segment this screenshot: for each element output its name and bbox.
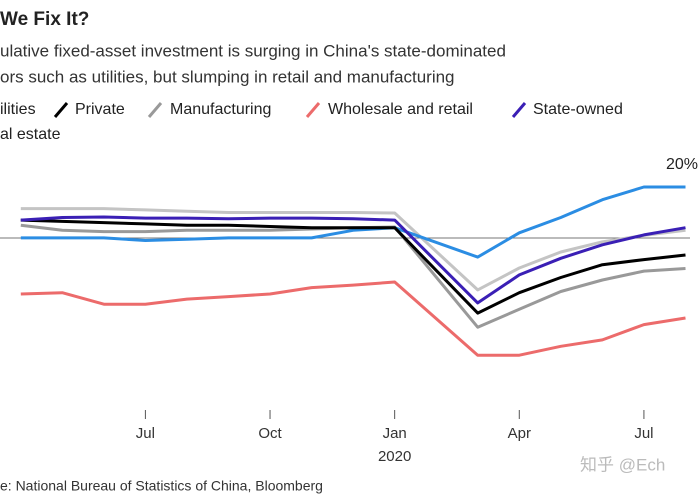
legend-label: State-owned xyxy=(533,101,623,118)
legend-label: al estate xyxy=(0,126,61,143)
legend-marker xyxy=(147,102,163,118)
series-line xyxy=(20,280,686,357)
source: e: National Bureau of Statistics of Chin… xyxy=(0,478,323,494)
series-line xyxy=(20,218,686,315)
subtitle: ulative fixed-asset investment is surgin… xyxy=(0,41,506,60)
watermark: 知乎 @Ech xyxy=(580,455,665,474)
subtitle: ors such as utilities, but slumping in r… xyxy=(0,67,455,86)
x-tick-label: Jul xyxy=(634,425,653,442)
x-tick-label: Oct xyxy=(258,425,282,442)
legend-marker xyxy=(511,102,527,118)
legend-label: Wholesale and retail xyxy=(328,101,473,118)
legend-marker xyxy=(53,102,69,118)
legend-label: ilities xyxy=(0,101,36,118)
chart-title: We Fix It? xyxy=(0,9,89,30)
series-line xyxy=(20,185,686,259)
x-tick-label: Apr xyxy=(508,425,531,442)
annotation: 20% xyxy=(666,156,698,173)
series-line xyxy=(20,223,686,329)
x-tick-label: Jul xyxy=(136,425,155,442)
series-line xyxy=(20,207,686,292)
legend-marker xyxy=(305,102,321,118)
year-label: 2020 xyxy=(378,448,411,465)
series-line xyxy=(20,215,686,305)
legend-label: Manufacturing xyxy=(170,101,271,118)
legend-label: Private xyxy=(75,101,125,118)
x-tick-label: Jan xyxy=(383,425,407,442)
